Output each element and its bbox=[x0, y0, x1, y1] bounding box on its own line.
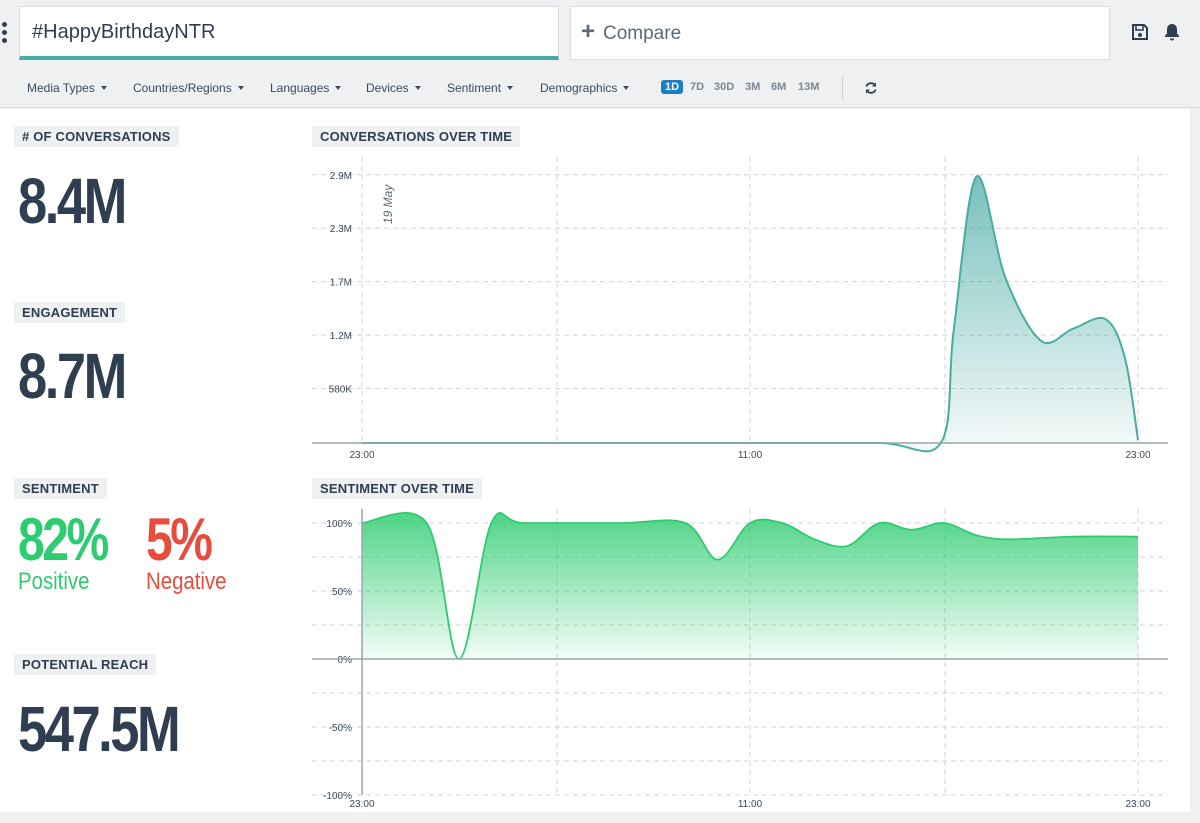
charts-canvas: 580K 1.2M 1.7M 2.3M 2.9M 19 May 23:00 11:00 23:0… bbox=[312, 157, 1168, 810]
compare-input[interactable]: + Compare bbox=[570, 6, 1110, 60]
sentiment-label: SENTIMENT bbox=[14, 478, 107, 499]
caret-down-icon bbox=[335, 86, 342, 90]
compare-label: Compare bbox=[603, 23, 682, 44]
y-tick-label: 1.2M bbox=[330, 331, 352, 342]
filter-languages[interactable]: Languages bbox=[270, 81, 342, 95]
range-13m[interactable]: 13M bbox=[798, 81, 820, 93]
filter-sentiment[interactable]: Sentiment bbox=[447, 81, 514, 95]
engagement-label: ENGAGEMENT bbox=[14, 302, 126, 323]
date-annotation: 19 May bbox=[381, 184, 395, 224]
bell-icon[interactable] bbox=[1162, 22, 1182, 42]
negative-value: 5% bbox=[146, 506, 213, 573]
y-tick-label: 2.9M bbox=[330, 171, 352, 182]
filter-countries[interactable]: Countries/Regions bbox=[133, 81, 244, 95]
y-tick-label: -100% bbox=[323, 791, 352, 802]
x-tick-label: 23:00 bbox=[1125, 799, 1150, 810]
filter-label: Media Types bbox=[27, 81, 95, 95]
save-icon[interactable] bbox=[1130, 22, 1150, 42]
filter-bar: Media Types Countries/Regions Languages … bbox=[0, 68, 1200, 108]
sentiment-area bbox=[362, 512, 1138, 659]
caret-down-icon bbox=[414, 86, 421, 90]
x-tick-label: 23:00 bbox=[349, 450, 374, 461]
y-tick-label: 100% bbox=[326, 519, 352, 530]
filter-label: Demographics bbox=[540, 81, 618, 95]
conversations-area bbox=[362, 175, 1138, 452]
reach-label: POTENTIAL REACH bbox=[14, 654, 157, 675]
dashboard-panel: # OF CONVERSATIONS 8.4M ENGAGEMENT 8.7M … bbox=[0, 109, 1190, 812]
y-tick-label: 0% bbox=[338, 655, 353, 666]
search-query: #HappyBirthdayNTR bbox=[32, 21, 216, 43]
range-7d[interactable]: 7D bbox=[690, 81, 705, 93]
x-tick-label: 23:00 bbox=[349, 799, 374, 810]
y-tick-label: 2.3M bbox=[330, 224, 352, 235]
filter-media-types[interactable]: Media Types bbox=[27, 81, 107, 95]
refresh-icon[interactable] bbox=[864, 81, 878, 95]
caret-down-icon bbox=[507, 86, 514, 90]
filter-label: Devices bbox=[366, 81, 409, 95]
conversations-label: # OF CONVERSATIONS bbox=[14, 126, 179, 147]
range-6m[interactable]: 6M bbox=[771, 81, 787, 93]
divider bbox=[842, 76, 843, 100]
reach-value: 547.5M bbox=[18, 693, 181, 765]
top-bar: #HappyBirthdayNTR + Compare bbox=[0, 0, 1200, 68]
conversations-chart: 580K 1.2M 1.7M 2.3M 2.9M 19 May 23:00 11:00 23:0… bbox=[312, 157, 1168, 461]
positive-value: 82% bbox=[18, 506, 109, 573]
filter-devices[interactable]: Devices bbox=[366, 81, 421, 95]
x-tick-label: 23:00 bbox=[1125, 450, 1150, 461]
x-tick-label: 11:00 bbox=[738, 450, 763, 461]
filter-label: Countries/Regions bbox=[133, 81, 232, 95]
conversations-chart-title: CONVERSATIONS OVER TIME bbox=[312, 126, 521, 147]
sentiment-chart-title: SENTIMENT OVER TIME bbox=[312, 478, 483, 499]
y-tick-label: 580K bbox=[329, 385, 353, 396]
negative-label: Negative bbox=[146, 568, 227, 595]
range-30d[interactable]: 30D bbox=[714, 81, 735, 93]
kebab-menu-icon[interactable] bbox=[2, 22, 10, 44]
engagement-value: 8.7M bbox=[18, 340, 127, 412]
filter-label: Languages bbox=[270, 81, 330, 95]
filter-label: Sentiment bbox=[447, 81, 502, 95]
plus-icon: + bbox=[581, 18, 596, 45]
sentiment-line bbox=[361, 512, 1139, 660]
x-tick-label: 11:00 bbox=[738, 799, 763, 810]
range-1d[interactable]: 1D bbox=[661, 80, 684, 94]
search-input[interactable]: #HappyBirthdayNTR bbox=[19, 6, 559, 60]
sentiment-chart: 100%50%0%-50%-100%23:00 11:00 23:00 bbox=[312, 509, 1168, 810]
positive-label: Positive bbox=[18, 568, 90, 595]
caret-down-icon bbox=[237, 86, 244, 90]
y-tick-label: -50% bbox=[329, 723, 352, 734]
range-3m[interactable]: 3M bbox=[745, 81, 761, 93]
y-tick-label: 1.7M bbox=[330, 278, 352, 289]
filter-demographics[interactable]: Demographics bbox=[540, 81, 630, 95]
caret-down-icon bbox=[623, 86, 630, 90]
conversations-value: 8.4M bbox=[18, 165, 127, 237]
y-tick-label: 50% bbox=[332, 587, 352, 598]
caret-down-icon bbox=[100, 86, 107, 90]
